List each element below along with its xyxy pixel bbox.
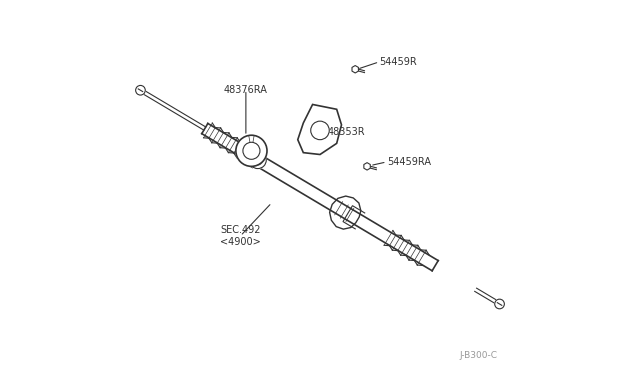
Circle shape [495,299,504,309]
Circle shape [253,155,262,165]
Text: 54459R: 54459R [380,57,417,67]
Circle shape [249,151,266,169]
Text: 54459RA: 54459RA [387,157,431,167]
Circle shape [236,135,267,166]
Text: 48376RA: 48376RA [224,85,268,94]
Circle shape [311,121,329,140]
Circle shape [243,142,260,159]
Text: 48353R: 48353R [328,127,365,137]
Text: SEC.492
<4900>: SEC.492 <4900> [220,225,260,247]
Text: J-B300-C: J-B300-C [460,351,498,360]
Polygon shape [364,163,371,170]
Circle shape [136,86,145,95]
Polygon shape [352,65,358,73]
